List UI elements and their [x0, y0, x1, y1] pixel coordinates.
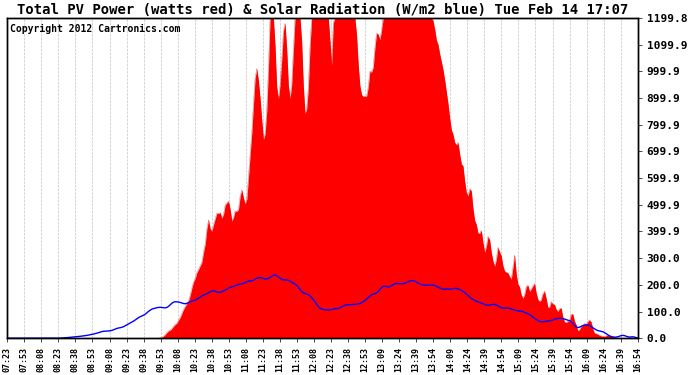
Title: Total PV Power (watts red) & Solar Radiation (W/m2 blue) Tue Feb 14 17:07: Total PV Power (watts red) & Solar Radia…: [17, 3, 628, 17]
Text: Copyright 2012 Cartronics.com: Copyright 2012 Cartronics.com: [10, 24, 181, 34]
